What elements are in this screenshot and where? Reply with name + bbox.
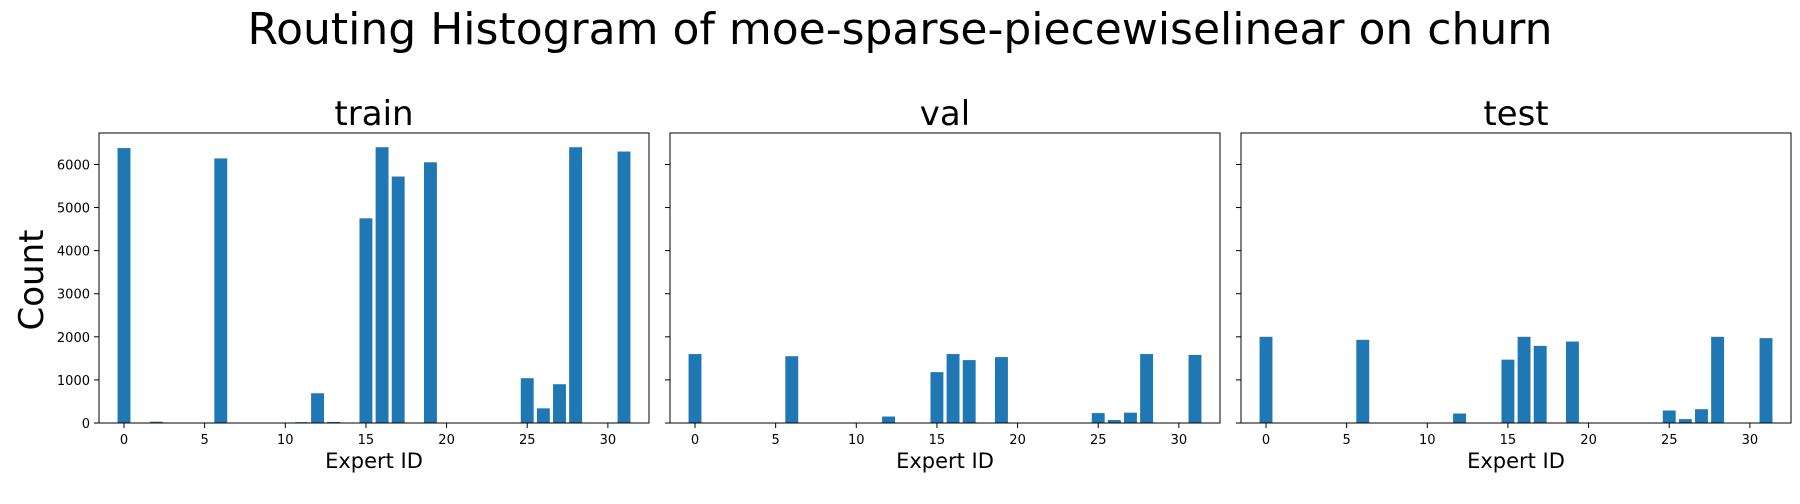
x-tick-label: 15 <box>1500 433 1517 448</box>
x-tick-label: 0 <box>120 433 128 448</box>
bar <box>882 416 895 423</box>
bar <box>536 408 550 423</box>
bar <box>375 147 389 423</box>
y-tick-label: 4000 <box>57 245 90 260</box>
bar <box>995 357 1008 423</box>
x-tick-label: 30 <box>1742 433 1759 448</box>
bar <box>1533 345 1547 423</box>
x-tick-label: 15 <box>929 433 946 448</box>
bar <box>688 354 702 423</box>
x-tick-label: 15 <box>358 433 375 448</box>
axes-frame <box>1240 132 1792 424</box>
bar <box>946 354 960 423</box>
bar <box>1356 339 1370 423</box>
x-tick-label: 25 <box>519 433 536 448</box>
y-tick-label: 3000 <box>57 288 90 303</box>
panel-title: test <box>1483 94 1548 134</box>
bar <box>1091 413 1105 423</box>
panel-title: val <box>920 94 970 134</box>
bar <box>520 378 534 423</box>
x-tick-label: 5 <box>1343 433 1351 448</box>
x-tick-label: 5 <box>201 433 209 448</box>
bar <box>1188 354 1202 423</box>
bar <box>311 393 324 423</box>
bar <box>1259 336 1273 423</box>
x-tick-label: 10 <box>848 433 865 448</box>
bar <box>391 176 405 423</box>
bar <box>1124 412 1137 423</box>
bar <box>553 384 566 423</box>
x-tick-label: 20 <box>438 433 455 448</box>
figure-ylabel: Count <box>12 230 52 331</box>
bar <box>149 421 163 423</box>
axes-frame <box>669 132 1221 424</box>
bar <box>1711 336 1725 423</box>
x-axis-label: Expert ID <box>1467 449 1565 473</box>
bar <box>1759 338 1773 423</box>
bar <box>1517 336 1531 423</box>
x-tick-label: 0 <box>691 433 699 448</box>
bar <box>1107 419 1121 423</box>
x-tick-label: 20 <box>1009 433 1026 448</box>
panel-test: test 0 5 10 15 20 25 30 Expert ID <box>1236 94 1792 473</box>
bar <box>424 162 437 423</box>
y-tick-label: 6000 <box>57 158 90 173</box>
y-tick-label: 2000 <box>57 331 90 346</box>
x-tick-label: 5 <box>772 433 780 448</box>
bar <box>1662 410 1676 423</box>
x-axis-label: Expert ID <box>325 449 423 473</box>
y-tick-label: 1000 <box>57 374 90 389</box>
x-tick-label: 30 <box>1171 433 1188 448</box>
bar <box>1566 341 1579 423</box>
x-tick-label: 10 <box>277 433 294 448</box>
panel-val: val 0 5 10 15 20 25 30 Expert ID <box>665 94 1221 473</box>
bar <box>1678 419 1692 423</box>
figure-title: Routing Histogram of moe-sparse-piecewis… <box>248 4 1553 55</box>
y-tick-label: 5000 <box>57 202 90 217</box>
bar <box>1501 359 1515 423</box>
bar <box>327 421 341 423</box>
bar <box>1453 413 1466 423</box>
x-tick-label: 30 <box>600 433 617 448</box>
bar <box>930 372 944 423</box>
bar <box>214 158 228 424</box>
x-tick-label: 20 <box>1580 433 1597 448</box>
x-tick-label: 25 <box>1090 433 1107 448</box>
bar <box>962 360 976 423</box>
x-axis-label: Expert ID <box>896 449 994 473</box>
axes-frame <box>98 132 650 424</box>
bar <box>617 151 631 423</box>
y-tick-label: 0 <box>82 417 90 432</box>
panel-train: train 0 5 10 15 20 25 30 0 1000 2000 3000 4000 5000 60… <box>57 94 650 473</box>
x-tick-label: 0 <box>1262 433 1270 448</box>
bar <box>117 148 131 423</box>
bar <box>785 356 799 423</box>
bar <box>1140 354 1154 423</box>
x-tick-label: 25 <box>1661 433 1678 448</box>
panel-title: train <box>334 94 413 134</box>
bar <box>359 218 373 423</box>
x-tick-label: 10 <box>1419 433 1436 448</box>
bar <box>1695 409 1708 423</box>
bar <box>569 147 583 423</box>
